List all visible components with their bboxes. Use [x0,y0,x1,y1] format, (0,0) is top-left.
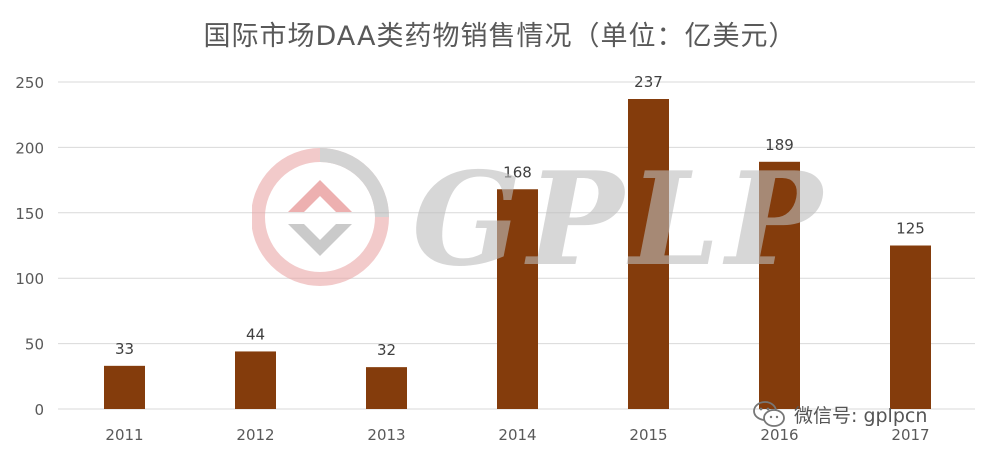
bar [759,161,800,409]
bar [890,245,931,409]
data-label: 189 [765,136,794,154]
y-axis-ticks: 0 50 100 150 200 250 [15,74,44,419]
footer-watermark: 微信号: gplpcn [752,396,992,432]
data-label: 237 [634,73,663,91]
x-tick-label: 2013 [367,426,405,444]
x-tick-label: 2017 [891,426,929,444]
x-tick-label: 2011 [105,426,143,444]
y-tick-label: 50 [25,336,44,354]
x-axis-ticks: 2011 2012 2013 2014 2015 2016 2017 [105,426,929,444]
x-tick-label: 2015 [629,426,667,444]
data-label: 168 [503,163,532,181]
data-label: 33 [115,340,134,358]
y-tick-label: 250 [15,74,44,92]
data-label: 125 [896,220,925,238]
y-tick-label: 100 [15,270,44,288]
bar [104,365,145,409]
bar [497,189,538,409]
data-label: 32 [377,341,396,359]
y-tick-label: 150 [15,205,44,223]
watermark-text: GPLP [412,145,828,292]
x-tick-label: 2012 [236,426,274,444]
y-tick-label: 0 [34,401,44,419]
y-tick-label: 200 [15,139,44,157]
bar [366,367,407,409]
x-tick-label: 2016 [760,426,798,444]
gplp-watermark: GPLP [252,145,828,292]
bar [628,99,669,409]
bars [104,99,931,409]
bar [235,351,276,409]
data-label: 44 [246,325,265,343]
data-labels: 33 44 32 168 237 189 125 [115,73,925,359]
chart-title: 国际市场DAA类药物销售情况（单位：亿美元） [203,21,797,52]
gplp-logo-icon [252,148,389,286]
wechat-icon [753,401,785,427]
x-tick-label: 2014 [498,426,536,444]
footer-text: 微信号: gplpcn [794,404,928,427]
